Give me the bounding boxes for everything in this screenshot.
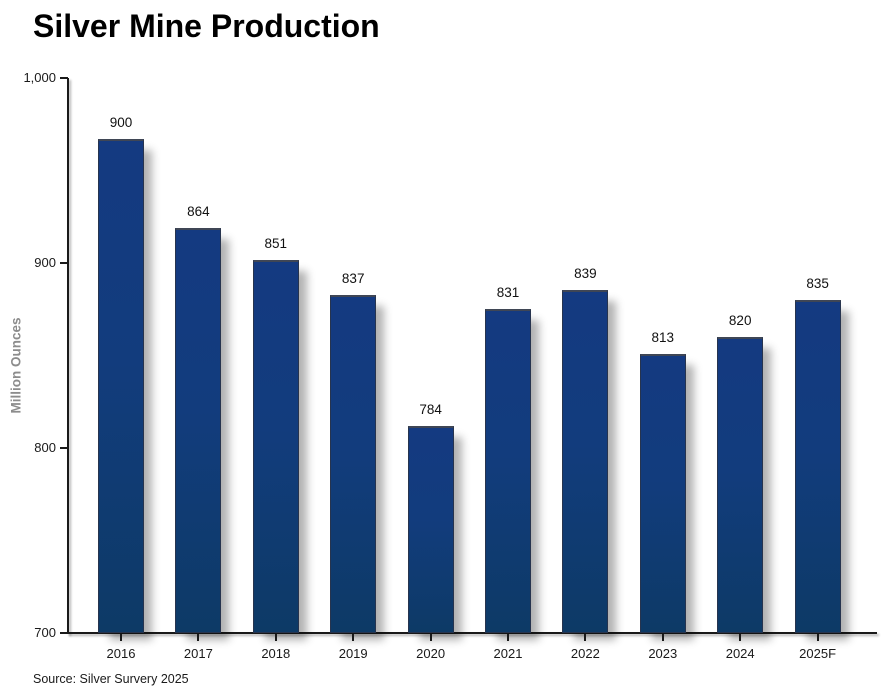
x-axis-line <box>67 632 877 634</box>
x-axis-tick <box>739 634 742 641</box>
bar-value-label: 831 <box>496 285 520 300</box>
chart-title: Silver Mine Production <box>33 8 380 44</box>
bar-value-label: 839 <box>574 266 597 281</box>
x-axis-tick-label: 2021 <box>493 646 523 661</box>
source-note: Source: Silver Survery 2025 <box>33 672 189 686</box>
x-axis-tick-label: 2025F <box>799 646 837 661</box>
x-axis-tick <box>352 634 355 641</box>
bar <box>330 295 377 633</box>
x-axis-tick-label: 2018 <box>261 646 291 661</box>
bar-value-label: 864 <box>187 204 210 219</box>
bar <box>794 300 841 633</box>
y-axis-line <box>67 78 69 634</box>
y-axis-tick-label: 700 <box>34 625 56 640</box>
x-axis-tick <box>274 634 277 641</box>
x-axis-tick-label: 2019 <box>338 646 368 661</box>
y-axis-tick <box>60 447 68 449</box>
x-axis-tick <box>120 634 122 641</box>
x-axis-tick-label: 2023 <box>648 646 678 661</box>
bar-value-label: 835 <box>806 276 829 291</box>
bar <box>485 309 531 633</box>
bar-value-label: 900 <box>109 115 133 130</box>
bar-value-label: 851 <box>264 236 288 251</box>
bar <box>639 354 686 633</box>
y-axis-tick <box>60 632 68 634</box>
x-axis-tick <box>197 634 200 641</box>
x-axis-tick <box>661 634 664 641</box>
x-axis-tick <box>584 634 587 641</box>
x-axis-tick-label: 2020 <box>416 646 446 661</box>
y-axis-tick <box>60 262 68 264</box>
y-axis-tick-label: 900 <box>34 255 56 270</box>
bar-value-label: 837 <box>341 271 365 286</box>
x-axis-tick-label: 2022 <box>570 646 600 661</box>
y-axis-tick <box>60 77 68 79</box>
bar <box>98 139 144 633</box>
y-axis-tick-label: 800 <box>34 440 56 455</box>
x-axis-tick-label: 2017 <box>183 646 213 661</box>
y-axis-title: Million Ounces <box>8 317 24 414</box>
bar <box>175 228 222 633</box>
bar-value-label: 813 <box>651 330 675 345</box>
bar <box>407 426 454 633</box>
bar-value-label: 784 <box>419 402 442 417</box>
x-axis-tick <box>816 634 819 641</box>
bar <box>252 260 299 633</box>
y-axis-tick-label: 1,000 <box>23 70 56 85</box>
x-axis-tick <box>429 634 432 641</box>
bar <box>717 337 764 633</box>
x-axis-tick-label: 2016 <box>106 646 136 661</box>
bar <box>562 290 609 633</box>
bar-value-label: 820 <box>728 313 752 328</box>
x-axis-tick <box>507 634 509 641</box>
x-axis-tick-label: 2024 <box>725 646 755 661</box>
